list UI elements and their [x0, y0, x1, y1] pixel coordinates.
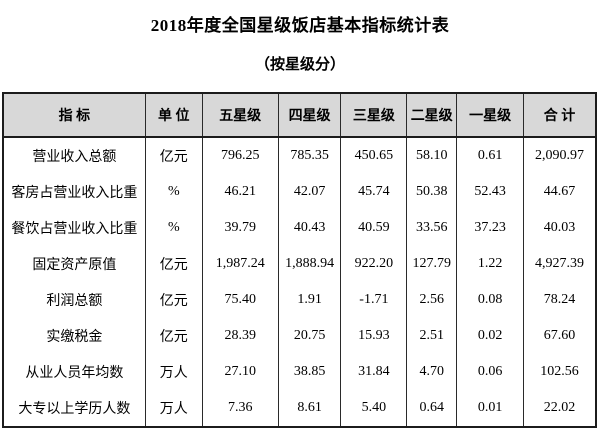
value-cell: 31.84 [340, 354, 407, 390]
table-row: 营业收入总额 亿元 796.25 785.35 450.65 58.10 0.61 2,090… [3, 137, 596, 174]
value-cell: 75.40 [201, 282, 279, 318]
value-cell: 2,090.97 [523, 137, 596, 174]
indicator-cell: 餐饮占营业收入比重 [11, 222, 138, 237]
value-cell: 1,888.94 [277, 246, 341, 282]
value-cell: 5.40 [340, 390, 407, 427]
unit-cell: % [144, 174, 203, 210]
value-cell: 0.64 [406, 390, 457, 427]
value-cell: 0.01 [456, 390, 524, 427]
column-header: 合 计 [523, 93, 596, 138]
table-body: 营业收入总额 亿元 796.25 785.35 450.65 58.10 0.61 2,090… [3, 137, 596, 427]
value-cell: 28.39 [201, 318, 279, 354]
value-cell: 8.61 [277, 390, 341, 427]
value-cell: 4.70 [406, 354, 457, 390]
value-cell: 15.93 [340, 318, 407, 354]
column-header: 五星级 [201, 93, 279, 138]
unit-cell: % [144, 210, 203, 246]
table-header-row: 指 标单 位五星级 四星级 三星级 二星级 一星级合 计 [3, 93, 596, 138]
unit-cell: 亿元 [144, 137, 203, 174]
table-row: 利润总额 亿元 75.40 1.91 -1.71 2.56 0.08 78.24 [3, 282, 596, 318]
value-cell: 1,987.24 [201, 246, 279, 282]
unit-cell: 亿元 [144, 282, 203, 318]
value-cell: 785.35 [277, 137, 341, 174]
unit-cell: 亿元 [144, 246, 203, 282]
value-cell: 0.08 [456, 282, 524, 318]
value-cell: 50.38 [406, 174, 457, 210]
unit-cell: 亿元 [144, 318, 203, 354]
table-row: 从业人员年均数 万人 27.10 38.85 31.84 4.70 0.06 102.56 [3, 354, 596, 390]
value-cell: 0.61 [456, 137, 524, 174]
value-cell: 40.03 [523, 210, 596, 246]
table-row: 餐饮占营业收入比重% 39.79 40.43 40.59 33.56 37.23 40.03 [3, 210, 596, 246]
indicator-cell: 实缴税金 [46, 330, 103, 345]
column-header: 一星级 [456, 93, 524, 138]
table-row: 客房占营业收入比重% 46.21 42.07 45.74 50.38 52.43 44.67 [3, 174, 596, 210]
column-header: 单 位 [144, 93, 203, 138]
value-cell: -1.71 [340, 282, 407, 318]
value-cell: 127.79 [406, 246, 457, 282]
unit-cell: 万人 [144, 390, 203, 427]
indicator-cell: 利润总额 [46, 294, 103, 309]
value-cell: 2.51 [406, 318, 457, 354]
indicator-cell: 营业收入总额 [32, 150, 117, 165]
value-cell: 22.02 [523, 390, 596, 427]
value-cell: 40.59 [340, 210, 407, 246]
value-cell: 38.85 [277, 354, 341, 390]
value-cell: 102.56 [523, 354, 596, 390]
value-cell: 922.20 [340, 246, 407, 282]
value-cell: 27.10 [201, 354, 279, 390]
value-cell: 33.56 [406, 210, 457, 246]
indicator-cell: 客房占营业收入比重 [11, 186, 138, 201]
value-cell: 1.22 [456, 246, 524, 282]
value-cell: 78.24 [523, 282, 596, 318]
value-cell: 44.67 [523, 174, 596, 210]
value-cell: 4,927.39 [523, 246, 596, 282]
table-row: 固定资产原值 亿元 1,987.24 1,888.94 922.20 127.79 1.22… [3, 246, 596, 282]
value-cell: 42.07 [277, 174, 341, 210]
column-header: 指 标 [3, 93, 146, 138]
value-cell: 46.21 [201, 174, 279, 210]
indicator-cell: 从业人员年均数 [25, 366, 124, 381]
value-cell: 52.43 [456, 174, 524, 210]
unit-cell: 万人 [144, 354, 203, 390]
column-header: 四星级 [277, 93, 341, 138]
column-header: 二星级 [406, 93, 457, 138]
value-cell: 20.75 [277, 318, 341, 354]
value-cell: 45.74 [340, 174, 407, 210]
value-cell: 0.02 [456, 318, 524, 354]
value-cell: 67.60 [523, 318, 596, 354]
table-row: 实缴税金 亿元 28.39 20.75 15.93 2.51 0.02 67.60 [3, 318, 596, 354]
value-cell: 37.23 [456, 210, 524, 246]
value-cell: 2.56 [406, 282, 457, 318]
indicator-cell: 大专以上学历人数 [18, 402, 131, 417]
value-cell: 40.43 [277, 210, 341, 246]
page-title: 2018年度全国星级饭店基本指标统计表 [150, 16, 450, 35]
column-header: 三星级 [340, 93, 407, 138]
indicator-cell: 固定资产原值 [32, 258, 117, 273]
table-row: 大专以上学历人数 万人 7.36 8.61 5.40 0.64 0.01 22.02 [3, 390, 596, 427]
value-cell: 58.10 [406, 137, 457, 174]
value-cell: 39.79 [201, 210, 279, 246]
value-cell: 0.06 [456, 354, 524, 390]
value-cell: 7.36 [201, 390, 279, 427]
value-cell: 796.25 [201, 137, 279, 174]
value-cell: 1.91 [277, 282, 341, 318]
page-subtitle: （按星级分） [254, 57, 345, 73]
value-cell: 450.65 [340, 137, 407, 174]
statistics-table: 指 标单 位五星级 四星级 三星级 二星级 一星级合 计 营业收入总额 亿元 796.25 7… [2, 92, 597, 428]
